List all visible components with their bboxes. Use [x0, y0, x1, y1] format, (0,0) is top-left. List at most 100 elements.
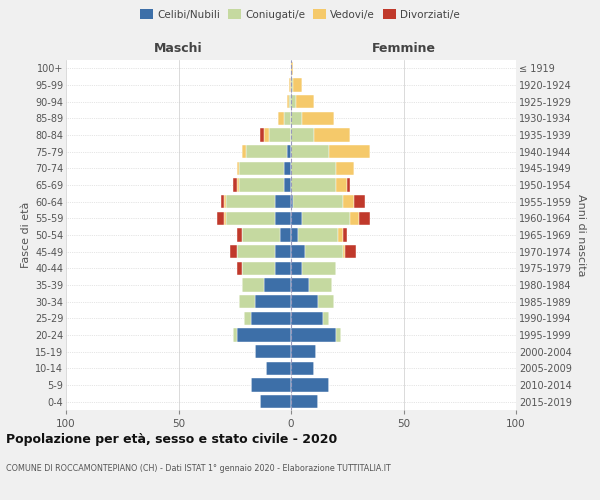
Bar — [226, 195, 275, 208]
Bar — [237, 262, 241, 275]
Bar — [260, 395, 291, 408]
Bar — [343, 245, 345, 258]
Bar — [354, 195, 365, 208]
Bar — [280, 228, 291, 241]
Bar — [336, 328, 341, 342]
Bar — [277, 112, 284, 125]
Bar — [287, 145, 291, 158]
Bar — [241, 228, 280, 241]
Bar — [260, 128, 264, 141]
Bar — [291, 162, 336, 175]
Bar — [244, 312, 251, 325]
Bar — [287, 95, 289, 108]
Bar — [239, 295, 255, 308]
Bar — [291, 62, 293, 75]
Bar — [291, 328, 336, 342]
Text: Femmine: Femmine — [371, 42, 436, 55]
Bar — [275, 212, 291, 225]
Bar — [329, 145, 370, 158]
Text: Maschi: Maschi — [154, 42, 203, 55]
Bar — [302, 262, 336, 275]
Bar — [291, 312, 323, 325]
Bar — [293, 195, 343, 208]
Bar — [275, 245, 291, 258]
Bar — [251, 378, 291, 392]
Bar — [291, 145, 329, 158]
Bar — [314, 128, 349, 141]
Bar — [302, 112, 334, 125]
Bar — [239, 162, 284, 175]
Bar — [239, 178, 284, 192]
Bar — [291, 78, 293, 92]
Bar — [255, 345, 291, 358]
Bar — [298, 228, 338, 241]
Bar — [233, 328, 237, 342]
Text: Popolazione per età, sesso e stato civile - 2020: Popolazione per età, sesso e stato civil… — [6, 432, 337, 446]
Bar — [237, 178, 239, 192]
Bar — [289, 95, 291, 108]
Legend: Celibi/Nubili, Coniugati/e, Vedovi/e, Divorziati/e: Celibi/Nubili, Coniugati/e, Vedovi/e, Di… — [136, 5, 464, 24]
Bar — [264, 128, 269, 141]
Bar — [233, 178, 237, 192]
Bar — [226, 212, 275, 225]
Bar — [343, 195, 354, 208]
Bar — [291, 278, 309, 291]
Bar — [241, 145, 246, 158]
Bar — [305, 245, 343, 258]
Bar — [241, 262, 275, 275]
Bar — [255, 295, 291, 308]
Bar — [246, 145, 287, 158]
Bar — [221, 195, 223, 208]
Bar — [296, 95, 314, 108]
Bar — [269, 128, 291, 141]
Bar — [336, 162, 354, 175]
Bar — [347, 178, 349, 192]
Bar — [291, 345, 316, 358]
Bar — [359, 212, 370, 225]
Bar — [237, 228, 241, 241]
Bar — [284, 178, 291, 192]
Bar — [241, 278, 264, 291]
Bar — [291, 178, 336, 192]
Bar — [291, 295, 318, 308]
Bar — [291, 212, 302, 225]
Bar — [323, 312, 329, 325]
Bar — [291, 128, 314, 141]
Y-axis label: Anni di nascita: Anni di nascita — [576, 194, 586, 276]
Bar — [349, 212, 359, 225]
Text: COMUNE DI ROCCAMONTEPIANO (CH) - Dati ISTAT 1° gennaio 2020 - Elaborazione TUTTI: COMUNE DI ROCCAMONTEPIANO (CH) - Dati IS… — [6, 464, 391, 473]
Bar — [237, 328, 291, 342]
Y-axis label: Fasce di età: Fasce di età — [20, 202, 31, 268]
Bar — [264, 278, 291, 291]
Bar — [291, 195, 293, 208]
Bar — [291, 378, 329, 392]
Bar — [291, 395, 318, 408]
Bar — [291, 112, 302, 125]
Bar — [291, 228, 298, 241]
Bar — [275, 195, 291, 208]
Bar — [309, 278, 331, 291]
Bar — [284, 112, 291, 125]
Bar — [338, 228, 343, 241]
Bar — [251, 312, 291, 325]
Bar — [237, 162, 239, 175]
Bar — [284, 162, 291, 175]
Bar — [302, 212, 349, 225]
Bar — [336, 178, 347, 192]
Bar — [291, 262, 302, 275]
Bar — [223, 195, 226, 208]
Bar — [291, 362, 314, 375]
Bar — [343, 228, 347, 241]
Bar — [237, 245, 275, 258]
Bar — [293, 78, 302, 92]
Bar — [217, 212, 223, 225]
Bar — [291, 95, 296, 108]
Bar — [345, 245, 356, 258]
Bar — [291, 245, 305, 258]
Bar — [275, 262, 291, 275]
Bar — [318, 295, 334, 308]
Bar — [230, 245, 237, 258]
Bar — [223, 212, 226, 225]
Bar — [289, 78, 291, 92]
Bar — [266, 362, 291, 375]
